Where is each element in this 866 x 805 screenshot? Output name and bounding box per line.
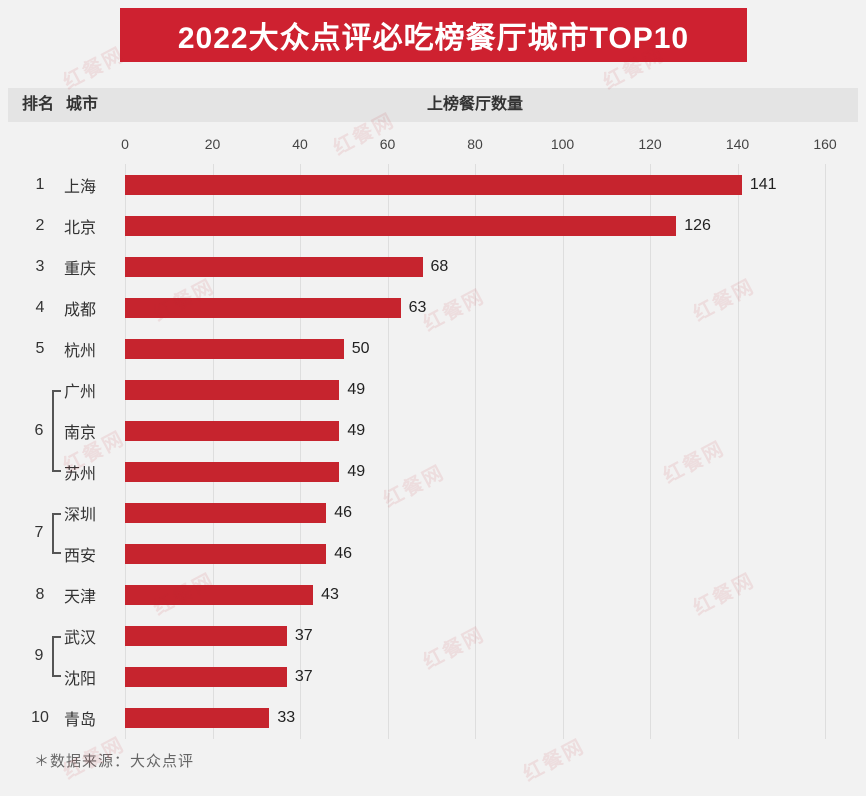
x-axis-tick-label: 40 [292,136,308,152]
x-axis-tick-label: 20 [204,136,221,152]
city-label: 杭州 [64,342,97,360]
gridline [125,164,126,739]
city-label: 成都 [64,301,97,319]
value-label: 46 [334,503,353,521]
bar [125,420,340,441]
bar [125,707,270,728]
x-axis-tick-label: 120 [638,136,662,152]
rank-label: 10 [31,708,49,726]
x-axis-tick-label: 160 [813,136,837,152]
gridline [562,164,564,739]
city-label: 青岛 [64,711,97,729]
rank-label: 4 [35,298,45,316]
chart-row: 西安 46 [0,533,866,574]
rank-group-bracket: 9 [35,635,61,677]
value-label: 33 [277,708,296,726]
city-label: 重庆 [64,260,97,278]
bar [125,215,677,236]
chart-row: 广州 49 [0,369,866,410]
bar [125,625,287,646]
gridline [737,164,739,739]
chart-row: 深圳 46 [0,492,866,533]
source-note: ＊数据来源：大众点评 [34,753,195,770]
city-label: 南京 [64,424,97,442]
chart-row: 沈阳 37 [0,656,866,697]
x-axis-tick-label: 80 [467,136,483,152]
chart-row: 10 青岛 33 [0,697,866,738]
bar [125,338,344,359]
city-label: 武汉 [64,629,97,647]
chart-row: 武汉 37 [0,615,866,656]
gridline [475,164,476,739]
x-axis-tick-label: 0 [121,136,129,152]
value-label: 37 [294,667,313,685]
rank-label: 8 [35,585,45,603]
value-label: 43 [321,585,339,603]
gridline [387,164,389,739]
chart-row: 1 上海 141 [0,164,866,205]
bar [125,502,327,523]
header-rank-label: 排名 [22,96,55,113]
value-label: 49 [347,421,366,439]
bar [125,379,340,400]
rank-label: 5 [35,339,45,357]
city-label: 深圳 [64,506,97,524]
city-label: 沈阳 [64,670,97,688]
bar [125,256,423,277]
bar [125,461,340,482]
chart-row: 5 杭州 50 [0,328,866,369]
city-label: 西安 [64,547,97,565]
value-label: 49 [347,380,366,398]
chart-row: 8 天津 43 [0,574,866,615]
city-label: 广州 [64,383,97,401]
table-header-band: 排名 城市 上榜餐厅数量 [8,88,858,122]
rank-label: 7 [34,524,44,541]
watermark-text: 红餐网 [59,43,129,94]
gridline [825,164,826,739]
gridline [300,164,301,739]
bar [125,666,287,687]
value-label: 126 [684,216,711,234]
rank-group-bracket: 6 [35,389,61,472]
x-axis-tick-label: 60 [379,136,396,152]
rank-label: 2 [35,216,45,234]
bar [125,297,401,318]
chart-row: 2 北京 126 [0,205,866,246]
rank-label: 6 [34,421,44,439]
city-label: 苏州 [64,465,97,483]
city-label: 北京 [64,219,97,237]
value-label: 46 [334,544,353,562]
page-title: 2022大众点评必吃榜餐厅城市TOP10 [177,22,690,55]
bar [125,174,742,195]
value-label: 141 [749,175,777,193]
header-city-label: 城市 [66,96,99,113]
value-label: 68 [430,257,449,275]
city-label: 上海 [64,178,97,196]
bar [125,543,327,564]
rank-group-bracket: 7 [35,512,61,554]
bar-chart: 0 20 40 60 80 100 120 140 160 1 上海 141 2 北京 126 3 重庆 68 4… [0,122,866,752]
x-axis-tick-label: 140 [725,136,750,152]
gridline [650,164,651,739]
x-axis-tick-label: 100 [550,136,575,152]
value-label: 50 [351,339,370,357]
value-label: 63 [408,298,427,316]
rank-label: 3 [35,257,45,275]
rank-label: 9 [34,647,44,664]
chart-rows: 1 上海 141 2 北京 126 3 重庆 68 4 成都 63 5 杭州 50 广州 49 南京 49 苏州 49 深… [0,164,866,738]
rank-label: 1 [35,175,45,193]
bar [125,584,314,605]
chart-row: 南京 49 [0,410,866,451]
chart-row: 4 成都 63 [0,287,866,328]
bottom-strip [0,796,866,805]
value-label: 37 [294,626,313,644]
city-label: 天津 [64,588,97,606]
chart-row: 苏州 49 [0,451,866,492]
gridline [212,164,214,739]
title-banner: 2022大众点评必吃榜餐厅城市TOP10 [120,8,747,62]
chart-row: 3 重庆 68 [0,246,866,287]
header-count-label: 上榜餐厅数量 [426,96,523,113]
value-label: 49 [347,462,366,480]
